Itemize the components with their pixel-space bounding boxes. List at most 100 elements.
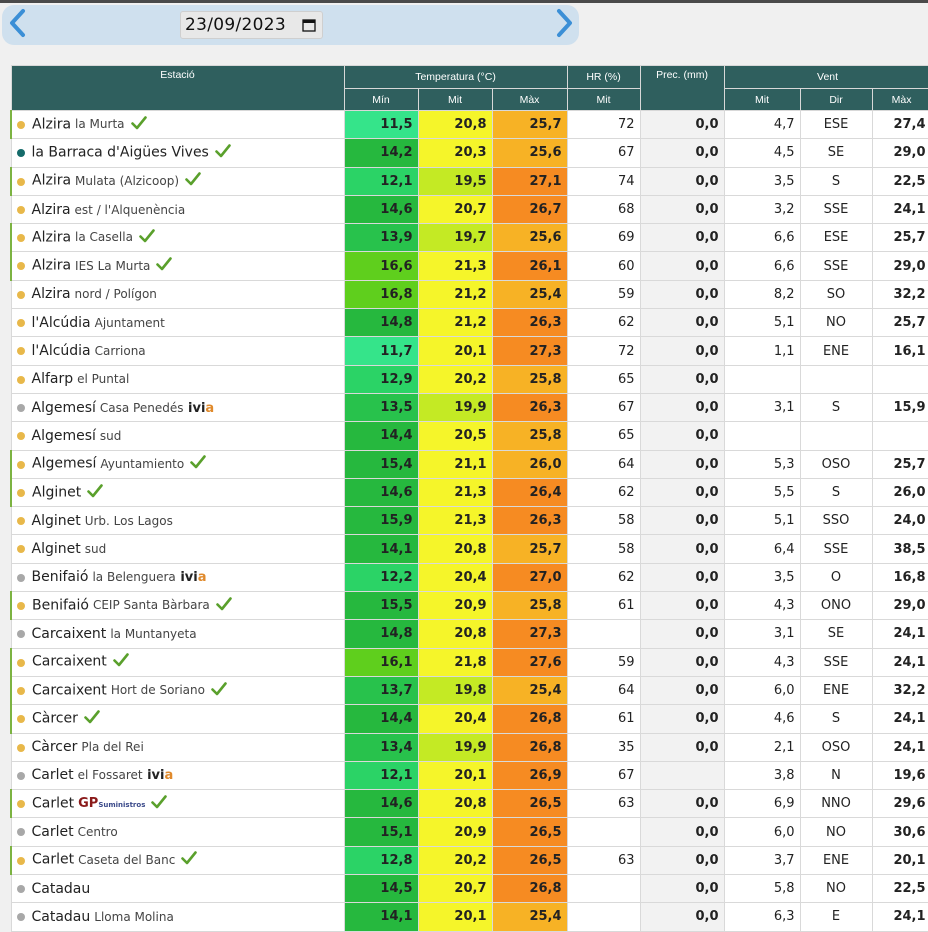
station-cell[interactable]: Algemesí sud xyxy=(10,421,345,451)
station-cell[interactable]: Alfarp el Puntal xyxy=(10,364,345,394)
station-cell[interactable]: Alzira Mulata (Alzicoop) xyxy=(10,166,345,196)
status-dot xyxy=(17,488,25,497)
table-row[interactable]: Alzira IES La Murta 16,6 21,3 26,1 60 0,0 6,6 SS… xyxy=(10,251,928,281)
table-row[interactable]: Alginet 14,6 21,3 26,4 62 0,0 5,5 S 26,0 xyxy=(10,477,928,508)
gp-suministros-logo: GPSuministros xyxy=(78,796,146,812)
header-temp-max[interactable]: Màx xyxy=(491,88,568,111)
cell-max: 25,8 xyxy=(491,421,568,451)
station-cell[interactable]: Carcaixent xyxy=(10,647,345,677)
header-hr[interactable]: HR (%) xyxy=(566,65,641,89)
header-temp-min[interactable]: Mín xyxy=(343,88,419,111)
stations-table: Estació Temperatura (°C) HR (%) Prec. (m… xyxy=(10,65,928,932)
table-row[interactable]: Carlet Caseta del Banc 12,8 20,2 26,5 63 0,0 3,… xyxy=(10,845,928,876)
station-cell[interactable]: Alzira IES La Murta xyxy=(10,251,345,281)
table-row[interactable]: Benifaió CEIP Santa Bàrbara 15,5 20,9 25,8 61… xyxy=(10,591,928,621)
cell-mit: 21,8 xyxy=(417,647,493,677)
calendar-icon[interactable] xyxy=(302,18,316,32)
table-row[interactable]: Algemesí Ayuntamiento 15,4 21,1 26,0 64 0,0 5,3… xyxy=(10,449,928,479)
station-town: Algemesí xyxy=(31,427,96,444)
previous-day-button[interactable] xyxy=(2,5,32,41)
header-wind-max[interactable]: Màx xyxy=(871,88,928,111)
table-row[interactable]: Benifaió la Belenguera ivia 12,2 20,4 27,0 62… xyxy=(10,562,928,593)
station-cell[interactable]: Alzira la Casella xyxy=(10,223,345,253)
next-day-button[interactable] xyxy=(550,5,580,41)
station-cell[interactable]: Carlet Centro xyxy=(10,817,345,847)
station-town: l'Alcúdia xyxy=(31,314,91,331)
table-row[interactable]: Alzira est / l'Alquenència 14,6 20,7 26,7 68 0… xyxy=(10,194,928,225)
station-cell[interactable]: Alginet xyxy=(10,477,345,508)
station-cell[interactable]: Carlet el Fossaret ivia xyxy=(10,760,345,791)
table-row[interactable]: Alzira Mulata (Alzicoop) 12,1 19,5 27,1 74 0,0… xyxy=(10,166,928,196)
table-row[interactable]: l'Alcúdia Carriona 11,7 20,1 27,3 72 0,0 1,1 ENE… xyxy=(10,336,928,366)
table-row[interactable]: Carlet GPSuministros 14,6 20,8 26,5 63 0,0 6,9 N… xyxy=(10,789,928,819)
station-cell[interactable]: Alginet sud xyxy=(10,534,345,564)
cell-mit: 20,2 xyxy=(417,364,493,394)
table-row[interactable]: Carcaixent Hort de Soriano 13,7 19,8 25,4 64 0… xyxy=(10,675,928,706)
date-input[interactable]: 23/09/2023 xyxy=(180,11,323,39)
table-row[interactable]: Alginet Urb. Los Lagos 15,9 21,3 26,3 58 0,0 5,… xyxy=(10,506,928,536)
station-cell[interactable]: Carcaixent Hort de Soriano xyxy=(10,675,345,706)
cell-hr xyxy=(566,874,641,904)
station-cell[interactable]: l'Alcúdia Carriona xyxy=(10,336,345,366)
table-row[interactable]: Algemesí sud 14,4 20,5 25,8 65 0,0 xyxy=(10,421,928,451)
header-precipitation[interactable]: Prec. (mm) xyxy=(639,65,725,111)
station-cell[interactable]: la Barraca d'Aigües Vives xyxy=(10,138,345,168)
station-cell[interactable]: Benifaió CEIP Santa Bàrbara xyxy=(10,591,345,621)
station-cell[interactable]: Catadau Lloma Molina xyxy=(10,902,345,932)
table-row[interactable]: Carcaixent la Muntanyeta 14,8 20,8 27,3 0,0 3,… xyxy=(10,619,928,649)
cell-prec: 0,0 xyxy=(639,506,725,536)
station-cell[interactable]: Algemesí Casa Penedés ivia xyxy=(10,392,345,423)
header-wind[interactable]: Vent xyxy=(723,65,928,89)
table-row[interactable]: Alzira nord / Polígon 16,8 21,2 25,4 59 0,0 8,2… xyxy=(10,279,928,310)
table-row[interactable]: Carlet el Fossaret ivia 12,1 20,1 26,9 67 3,8 N… xyxy=(10,760,928,791)
station-cell[interactable]: Alzira la Murta xyxy=(10,109,345,140)
station-cell[interactable]: Càrcer Pla del Rei xyxy=(10,732,345,762)
header-wind-mit[interactable]: Mit xyxy=(723,88,801,111)
header-station[interactable]: Estació xyxy=(10,65,345,111)
cell-hr: 35 xyxy=(566,732,641,762)
cell-max: 27,0 xyxy=(491,562,568,593)
station-cell[interactable]: Carlet Caseta del Banc xyxy=(10,845,345,876)
station-cell[interactable]: Catadau xyxy=(10,874,345,904)
table-row[interactable]: Catadau 14,5 20,7 26,8 0,0 5,8 NO 22,5 xyxy=(10,874,928,904)
cell-max: 25,7 xyxy=(491,534,568,564)
table-row[interactable]: Carcaixent 16,1 21,8 27,6 59 0,0 4,3 SSE 24,1 xyxy=(10,647,928,677)
cell-wind-mit: 6,4 xyxy=(723,534,801,564)
table-row[interactable]: la Barraca d'Aigües Vives 14,2 20,3 25,6 67 0… xyxy=(10,138,928,168)
cell-max: 26,5 xyxy=(491,845,568,876)
cell-max: 27,6 xyxy=(491,647,568,677)
table-row[interactable]: Algemesí Casa Penedés ivia 13,5 19,9 26,3 67 0… xyxy=(10,392,928,423)
header-hr-mit[interactable]: Mit xyxy=(566,88,641,111)
cell-wind-dir: OSO xyxy=(799,449,873,479)
station-cell[interactable]: Benifaió la Belenguera ivia xyxy=(10,562,345,593)
table-row[interactable]: Alginet sud 14,1 20,8 25,7 58 0,0 6,4 SSE 38,5 xyxy=(10,534,928,564)
station-cell[interactable]: Alzira est / l'Alquenència xyxy=(10,194,345,225)
station-location: Pla del Rei xyxy=(81,740,144,755)
station-cell[interactable]: Carcaixent la Muntanyeta xyxy=(10,619,345,649)
station-cell[interactable]: Càrcer xyxy=(10,704,345,734)
station-cell[interactable]: Carlet GPSuministros xyxy=(10,789,345,819)
cell-prec: 0,0 xyxy=(639,138,725,168)
header-temperature[interactable]: Temperatura (°C) xyxy=(343,65,568,89)
station-cell[interactable]: l'Alcúdia Ajuntament xyxy=(10,308,345,338)
header-temp-mit[interactable]: Mit xyxy=(417,88,493,111)
cell-mit: 19,9 xyxy=(417,392,493,423)
table-row[interactable]: Catadau Lloma Molina 14,1 20,1 25,4 0,0 6,3 E 24… xyxy=(10,902,928,932)
table-row[interactable]: Alfarp el Puntal 12,9 20,2 25,8 65 0,0 xyxy=(10,364,928,394)
status-dot xyxy=(17,658,25,667)
header-wind-dir[interactable]: Dir xyxy=(799,88,873,111)
table-row[interactable]: Alzira la Murta 11,5 20,8 25,7 72 0,0 4,7 ESE 27,… xyxy=(10,109,928,140)
station-cell[interactable]: Alginet Urb. Los Lagos xyxy=(10,506,345,536)
table-row[interactable]: Alzira la Casella 13,9 19,7 25,6 69 0,0 6,6 ESE 2… xyxy=(10,223,928,253)
table-row[interactable]: Càrcer 14,4 20,4 26,8 61 0,0 4,6 S 24,1 xyxy=(10,704,928,734)
table-row[interactable]: l'Alcúdia Ajuntament 14,8 21,2 26,3 62 0,0 5,1 N… xyxy=(10,308,928,338)
table-row[interactable]: Càrcer Pla del Rei 13,4 19,9 26,8 35 0,0 2,1 OSO… xyxy=(10,732,928,762)
station-cell[interactable]: Algemesí Ayuntamiento xyxy=(10,449,345,479)
table-row[interactable]: Carlet Centro 15,1 20,9 26,5 0,0 6,0 NO 30,6 xyxy=(10,817,928,847)
station-cell[interactable]: Alzira nord / Polígon xyxy=(10,279,345,310)
cell-mit: 20,7 xyxy=(417,874,493,904)
cell-wind-mit: 3,2 xyxy=(723,194,801,225)
top-border xyxy=(0,0,928,3)
station-location: sud xyxy=(84,542,107,557)
cell-prec: 0,0 xyxy=(639,477,725,508)
